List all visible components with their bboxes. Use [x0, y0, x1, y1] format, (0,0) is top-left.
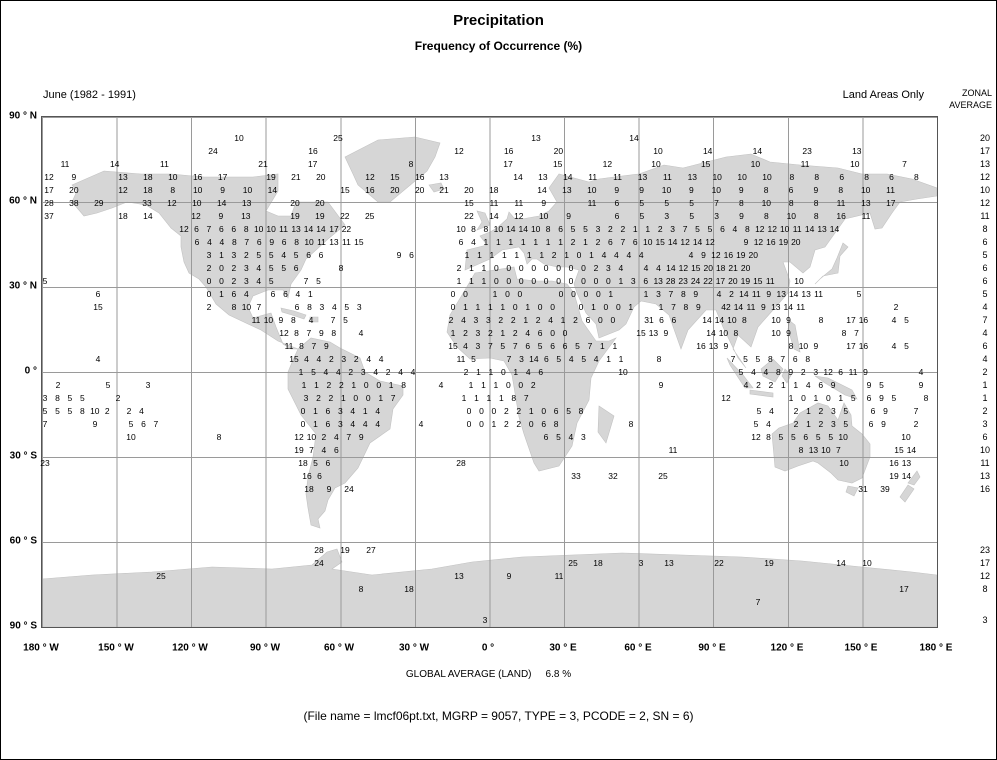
lon-axis-label: 180 ° E [919, 642, 953, 654]
lon-axis-label: 90 ° E [698, 642, 726, 654]
lon-axis-label: 60 ° E [624, 642, 652, 654]
zonal-average-value: 6 [982, 263, 988, 273]
zonal-average-value: 17 [979, 146, 991, 156]
zonal-average-value: 13 [979, 471, 991, 481]
global-average-value: 6.8 % [545, 669, 572, 680]
file-info-footer: (File name = lmcf06pt.txt, MGRP = 9057, … [303, 709, 694, 723]
zonal-average-value: 7 [982, 315, 988, 325]
lat-axis-label: 30 ° S [9, 450, 37, 462]
lon-axis-label: 30 ° E [549, 642, 577, 654]
zonal-average-value: 11 [980, 458, 990, 468]
zonal-average-value: 13 [979, 159, 991, 169]
lat-axis-label: 60 ° N [9, 195, 37, 207]
zonal-average-value: 10 [979, 185, 991, 195]
zonal-average-value: 6 [982, 432, 988, 442]
zonal-average-value: 5 [982, 250, 988, 260]
lon-axis-label: 180 ° W [23, 642, 59, 654]
zonal-average-value: 6 [982, 276, 988, 286]
zonal-average-value: 6 [982, 237, 988, 247]
page-title: Precipitation [453, 12, 544, 29]
lat-axis-label: 90 ° S [9, 620, 37, 632]
zonal-average-value: 11 [980, 211, 990, 221]
zonal-average-value: 12 [979, 198, 991, 208]
zonal-average-value: 16 [979, 484, 991, 494]
coverage-label: Land Areas Only [842, 89, 924, 101]
world-map-plot [41, 116, 938, 628]
zonal-average-value: 12 [979, 571, 991, 581]
page-subtitle: Frequency of Occurrence (%) [414, 39, 583, 53]
zonal-average-value: 2 [982, 367, 988, 377]
zonal-average-value: 23 [979, 545, 991, 555]
zonal-average-value: 1 [982, 393, 988, 403]
zonal-average-value: 1 [982, 380, 988, 390]
zonal-average-value: 5 [982, 289, 988, 299]
zonal-average-value: 3 [982, 419, 988, 429]
lat-axis-label: 30 ° N [9, 280, 37, 292]
map-gridlines [42, 117, 937, 627]
lon-axis-label: 30 ° W [398, 642, 430, 654]
zonal-average-value: 4 [982, 354, 988, 364]
lon-axis-label: 150 ° E [844, 642, 878, 654]
global-average-label: GLOBAL AVERAGE (LAND) [405, 669, 532, 680]
zonal-header-line1: ZONAL [961, 88, 992, 98]
period-label: June (1982 - 1991) [43, 89, 136, 101]
zonal-average-value: 3 [982, 615, 988, 625]
zonal-average-value: 4 [982, 328, 988, 338]
lon-axis-label: 90 ° W [249, 642, 281, 654]
lat-axis-label: 0 ° [24, 365, 37, 377]
zonal-average-value: 17 [979, 558, 991, 568]
zonal-average-value: 4 [982, 302, 988, 312]
zonal-average-value: 12 [979, 172, 991, 182]
lon-axis-label: 0 ° [481, 642, 495, 654]
zonal-header-line2: AVERAGE [949, 100, 992, 110]
zonal-average-header: ZONAL AVERAGE [949, 87, 992, 111]
lat-axis-label: 90 ° N [9, 110, 37, 122]
lon-axis-label: 150 ° W [98, 642, 134, 654]
zonal-average-value: 8 [982, 224, 988, 234]
zonal-average-value: 20 [979, 133, 991, 143]
zonal-average-value: 2 [982, 406, 988, 416]
zonal-average-value: 10 [979, 445, 991, 455]
zonal-average-value: 6 [982, 341, 988, 351]
zonal-average-value: 8 [982, 584, 988, 594]
lat-axis-label: 60 ° S [9, 535, 37, 547]
lon-axis-label: 60 ° W [323, 642, 355, 654]
lon-axis-label: 120 ° E [770, 642, 804, 654]
lon-axis-label: 120 ° W [172, 642, 208, 654]
global-average: GLOBAL AVERAGE (LAND) 6.8 % [41, 669, 936, 680]
